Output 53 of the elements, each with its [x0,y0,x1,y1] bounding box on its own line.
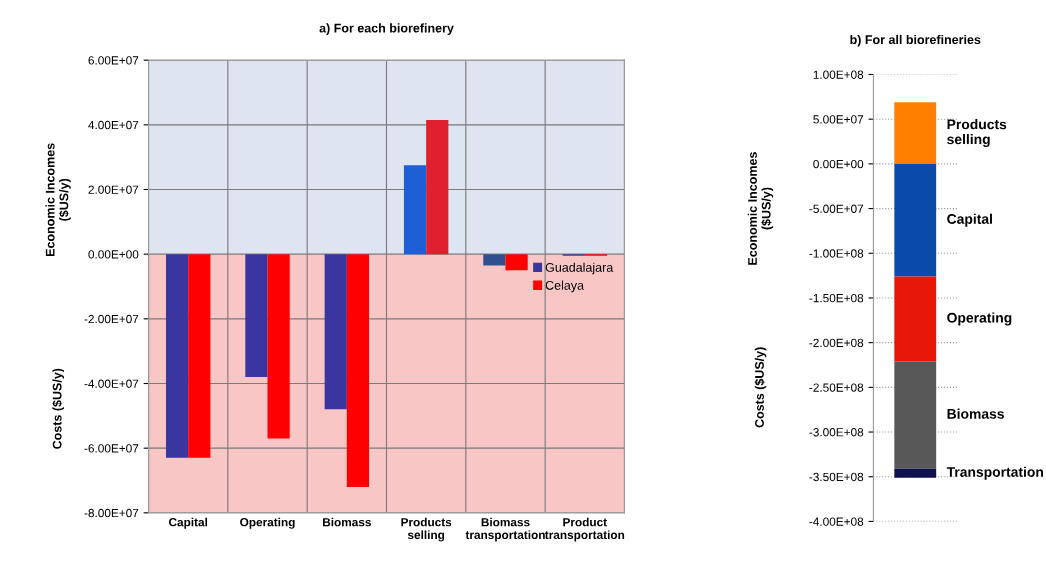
y-tick-label: -6.00E+07 [84,444,139,453]
bar [894,468,937,478]
x-tick-label: Biomass [323,517,371,527]
y-tick-label: -4.00E+08 [809,517,864,526]
y-axis-title: Economic Incomes ($US/y) [747,152,774,265]
y-axis-title: Economic Incomes ($US/y) [45,143,71,256]
bar [165,254,189,458]
chart-title: a) For each biorefinery [319,23,454,35]
series-label: Products selling [947,119,1007,148]
y-tick-label: 4.00E+07 [88,120,139,130]
x-tick-label: Operating [240,517,295,529]
y-tick-label: -1.50E+08 [809,293,864,303]
y-tick-label: 0.00E+00 [88,250,139,259]
y-tick-label: 2.00E+07 [88,185,139,194]
bar [894,102,937,164]
y-tick-label: -8.00E+07 [84,508,139,518]
text: Costs ($US/y) [754,347,767,428]
x-tick-label: Capital [169,517,208,529]
bar [245,254,268,378]
series-label: Capital [947,213,992,227]
y-tick-label: -2.00E+08 [809,338,864,348]
bar [505,254,528,271]
y-tick-label: 6.00E+07 [88,56,139,65]
y-tick-label: -1.00E+08 [809,249,864,258]
y-tick-label: -3.00E+08 [809,428,864,437]
text: Costs ($US/y) [52,368,65,449]
y-tick-label: 1.00E+08 [813,70,864,79]
bar [403,165,427,255]
x-tick-label: Product transportation [544,517,625,542]
bar [188,254,211,458]
bar [894,361,937,469]
y-tick-label: -2.00E+07 [84,314,139,324]
y-tick-label: 5.00E+07 [813,115,864,124]
bar [324,254,347,410]
y-tick-label: -4.00E+07 [84,379,139,388]
bar [894,163,937,277]
chart-title: b) For all biorefineries [850,34,981,47]
series-label: Operating [947,312,1012,326]
y-tick-label: -3.50E+08 [809,472,864,482]
legend-label: Celaya [545,280,585,293]
bar [483,254,506,266]
bar [426,119,449,255]
series-label: Biomass [947,408,1004,419]
bar [267,254,290,439]
y-tick-label: 0.00E+00 [813,159,864,169]
legend-label: Guadalajara [545,262,614,275]
x-tick-label: Biomass transportation [465,517,545,542]
x-tick-label: Products selling [401,517,452,542]
y-tick-label: -2.50E+08 [809,383,864,392]
bar [346,254,370,487]
bar [894,276,937,362]
y-tick-label: -5.00E+07 [809,204,864,213]
series-label: Transportation [946,466,1043,480]
